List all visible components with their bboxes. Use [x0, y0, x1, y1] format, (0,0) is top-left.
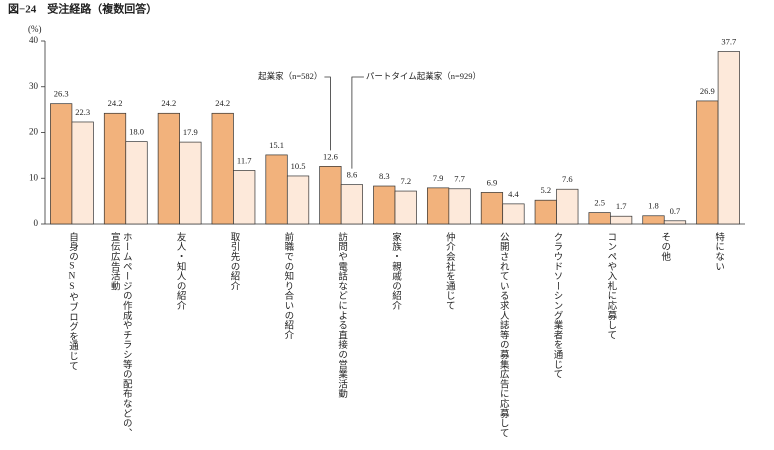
value-label: 2.5: [594, 198, 605, 208]
bar: [71, 121, 94, 225]
value-label: 8.3: [379, 171, 390, 181]
x-tick-label: 訪問や電話などによる直接の営業活動: [336, 232, 347, 399]
x-tick-label: ホームページの作成やチラシ等の配布などの、宣伝広告活動: [108, 232, 131, 438]
legend-label: 起業家（n=582）: [258, 71, 322, 81]
value-label: 11.7: [237, 155, 252, 165]
y-tick-label: 10: [29, 172, 39, 182]
value-label: 18.0: [129, 127, 144, 137]
value-label: 1.7: [616, 201, 627, 211]
bar: [588, 212, 611, 225]
x-tick-label: 特にない: [713, 232, 724, 272]
chart-title: 図−24 受注経路（複数回答）: [8, 2, 157, 16]
bar: [426, 187, 450, 225]
value-label: 6.9: [487, 177, 498, 187]
bar: [394, 190, 417, 225]
bar: [663, 220, 687, 225]
bar: [179, 141, 202, 225]
value-label: 7.6: [562, 174, 573, 184]
bar: [286, 175, 310, 225]
bar: [103, 112, 127, 225]
y-axis-label: (%): [28, 24, 42, 34]
bar: [556, 188, 579, 225]
value-label: 26.3: [54, 89, 69, 99]
bar: [448, 188, 471, 225]
bar: [502, 203, 525, 225]
y-tick-label: 30: [29, 81, 39, 91]
x-tick-label: 自身のSNSやブログを通じて: [66, 232, 77, 371]
bar: [265, 154, 288, 225]
bar: [319, 166, 342, 225]
bar: [534, 199, 557, 225]
value-label: 1.8: [648, 201, 659, 211]
value-label: 7.9: [433, 173, 444, 183]
x-tick-label: 公開されている求人誌等の募集広告に応募して: [497, 232, 508, 438]
y-tick-label: 40: [29, 35, 39, 45]
x-tick-label: 仲介会社を通じて: [443, 232, 454, 311]
value-label: 22.3: [75, 107, 90, 117]
x-tick-label: 友人・知人の紹介: [174, 232, 185, 311]
value-label: 15.1: [269, 140, 284, 150]
value-label: 24.2: [108, 98, 123, 108]
y-tick-label: 0: [34, 218, 39, 228]
x-tick-label: コンペや入札に応募して: [605, 232, 616, 340]
bar: [480, 192, 504, 225]
legend-leader: [324, 76, 331, 151]
bar: [610, 215, 633, 225]
bar: [696, 100, 719, 225]
legend-label: パートタイム起業家（n=929）: [366, 71, 481, 81]
bar: [642, 215, 665, 225]
value-label: 5.2: [540, 185, 551, 195]
value-label: 0.7: [670, 206, 681, 216]
value-label: 7.2: [400, 176, 411, 186]
value-label: 12.6: [323, 151, 338, 161]
value-label: 17.9: [183, 127, 198, 137]
bar: [125, 141, 148, 225]
bar: [157, 112, 180, 225]
value-label: 37.7: [721, 36, 736, 46]
bar: [717, 51, 740, 225]
value-label: 8.6: [347, 170, 358, 180]
bar: [373, 185, 396, 225]
x-tick-label: その他: [659, 232, 670, 262]
x-tick-label: クラウドソーシング業者を通じて: [551, 232, 562, 379]
x-tick-label: 家族・親戚の紹介: [390, 232, 400, 311]
bar: [340, 184, 364, 225]
x-tick-label: 前職での知り合いの紹介: [282, 232, 293, 340]
value-label: 10.5: [291, 161, 306, 171]
value-label: 24.2: [215, 98, 230, 108]
value-label: 24.2: [161, 98, 176, 108]
bar: [233, 170, 256, 225]
value-label: 26.9: [700, 86, 715, 96]
x-tick-label: 取引先の紹介: [228, 232, 239, 291]
y-tick-label: 20: [29, 127, 39, 137]
bar: [50, 103, 73, 225]
value-label: 4.4: [508, 189, 519, 199]
value-label: 7.7: [454, 174, 465, 184]
bar: [211, 112, 234, 225]
legend-leader: [351, 76, 364, 169]
